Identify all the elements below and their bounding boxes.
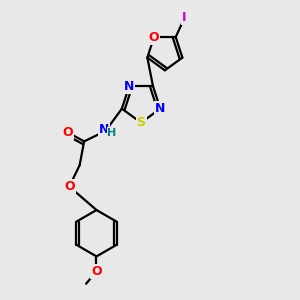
Text: O: O bbox=[91, 265, 102, 278]
Text: H: H bbox=[107, 128, 117, 138]
Text: N: N bbox=[124, 80, 134, 93]
Text: O: O bbox=[62, 126, 73, 139]
Text: I: I bbox=[182, 11, 187, 24]
Text: O: O bbox=[149, 31, 159, 44]
Text: O: O bbox=[64, 180, 75, 193]
Text: N: N bbox=[99, 123, 109, 136]
Text: S: S bbox=[136, 116, 146, 129]
Text: N: N bbox=[155, 102, 166, 115]
